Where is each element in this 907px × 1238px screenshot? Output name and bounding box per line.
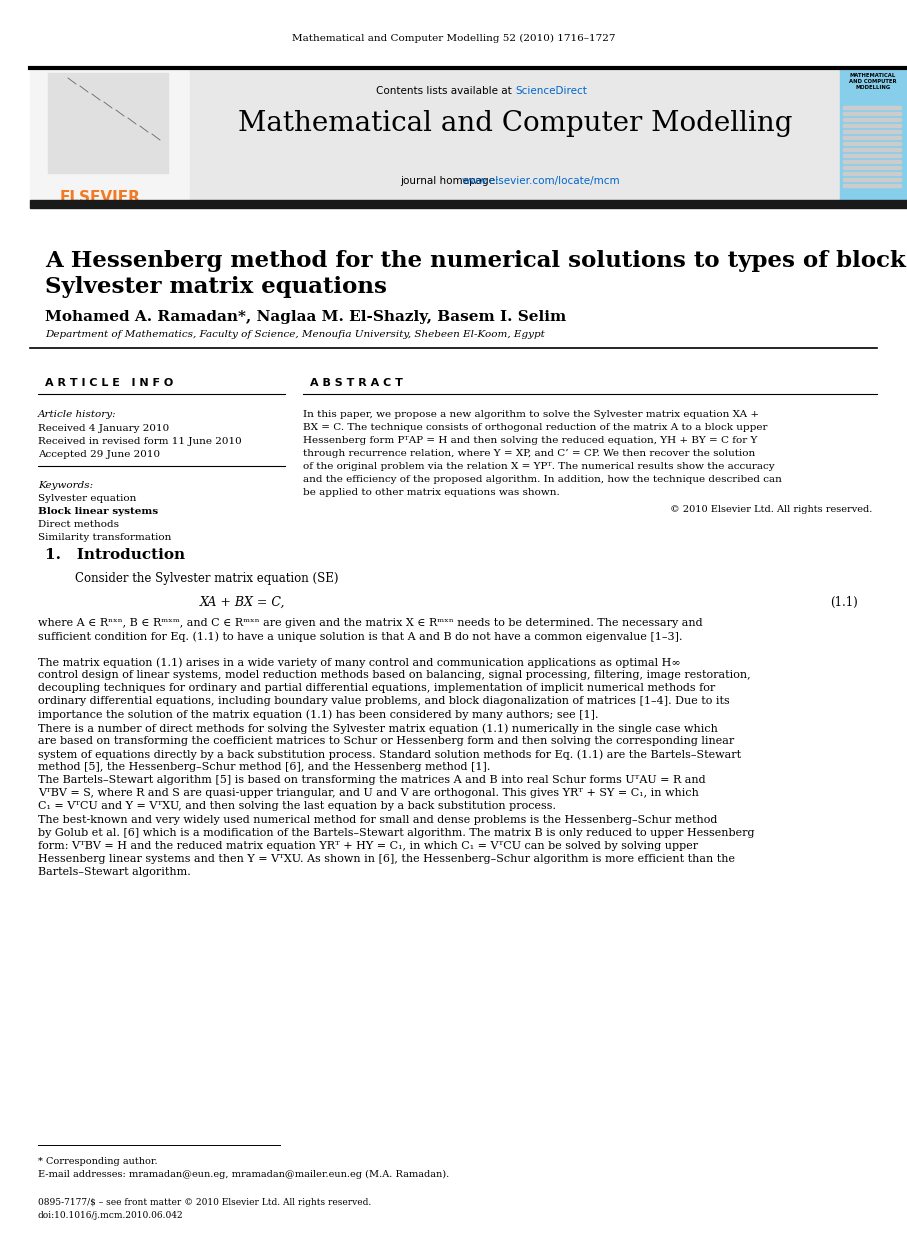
Text: by Golub et al. [6] which is a modification of the Bartels–Stewart algorithm. Th: by Golub et al. [6] which is a modificat… — [38, 828, 755, 838]
Text: Sylvester equation: Sylvester equation — [38, 494, 136, 503]
Text: Block linear systems: Block linear systems — [38, 508, 158, 516]
Text: C₁ = VᵀCU and Y = VᵀXU, and then solving the last equation by a back substitutio: C₁ = VᵀCU and Y = VᵀXU, and then solving… — [38, 801, 556, 811]
Text: MATHEMATICAL
AND COMPUTER
MODELLING: MATHEMATICAL AND COMPUTER MODELLING — [849, 73, 897, 89]
Bar — [30, 201, 907, 208]
Text: © 2010 Elsevier Ltd. All rights reserved.: © 2010 Elsevier Ltd. All rights reserved… — [669, 505, 872, 514]
Bar — [843, 124, 901, 128]
Bar — [843, 166, 901, 170]
Text: system of equations directly by a back substitution process. Standard solution m: system of equations directly by a back s… — [38, 749, 741, 760]
Text: ScienceDirect: ScienceDirect — [515, 85, 587, 97]
Text: Article history:: Article history: — [38, 410, 117, 418]
Text: Sylvester matrix equations: Sylvester matrix equations — [45, 276, 387, 298]
Bar — [843, 184, 901, 187]
Text: form: VᵀBV = H and the reduced matrix equation YRᵀ + HY = C₁, in which C₁ = VᵀCU: form: VᵀBV = H and the reduced matrix eq… — [38, 841, 698, 851]
Bar — [843, 136, 901, 139]
Text: A Hessenberg method for the numerical solutions to types of block: A Hessenberg method for the numerical so… — [45, 250, 906, 272]
Text: of the original problem via the relation X = YPᵀ. The numerical results show the: of the original problem via the relation… — [303, 462, 775, 470]
Text: Hessenberg linear systems and then Y = VᵀXU. As shown in [6], the Hessenberg–Sch: Hessenberg linear systems and then Y = V… — [38, 854, 735, 864]
Text: BX = C. The technique consists of orthogonal reduction of the matrix A to a bloc: BX = C. The technique consists of orthog… — [303, 423, 767, 432]
Text: through recurrence relation, where Y = XP, and C’ = CP. We then recover the solu: through recurrence relation, where Y = X… — [303, 449, 756, 458]
Text: method [5], the Hessenberg–Schur method [6], and the Hessenberg method [1].: method [5], the Hessenberg–Schur method … — [38, 763, 491, 773]
Text: 0895-7177/$ – see front matter © 2010 Elsevier Ltd. All rights reserved.: 0895-7177/$ – see front matter © 2010 El… — [38, 1198, 371, 1207]
Text: Mathematical and Computer Modelling 52 (2010) 1716–1727: Mathematical and Computer Modelling 52 (… — [292, 33, 615, 42]
Text: where A ∈ Rⁿˣⁿ, B ∈ Rᵐˣᵐ, and C ∈ Rᵐˣⁿ are given and the matrix X ∈ Rᵐˣⁿ needs t: where A ∈ Rⁿˣⁿ, B ∈ Rᵐˣᵐ, and C ∈ Rᵐˣⁿ a… — [38, 618, 703, 628]
Text: * Corresponding author.: * Corresponding author. — [38, 1158, 158, 1166]
Bar — [190, 68, 840, 201]
Text: Consider the Sylvester matrix equation (SE): Consider the Sylvester matrix equation (… — [75, 572, 338, 586]
Text: Received in revised form 11 June 2010: Received in revised form 11 June 2010 — [38, 437, 242, 446]
Text: Accepted 29 June 2010: Accepted 29 June 2010 — [38, 449, 161, 459]
Text: The Bartels–Stewart algorithm [5] is based on transforming the matrices A and B : The Bartels–Stewart algorithm [5] is bas… — [38, 775, 706, 785]
Text: Keywords:: Keywords: — [38, 482, 93, 490]
Text: be applied to other matrix equations was shown.: be applied to other matrix equations was… — [303, 488, 560, 496]
Text: Direct methods: Direct methods — [38, 520, 119, 529]
Text: The matrix equation (1.1) arises in a wide variety of many control and communica: The matrix equation (1.1) arises in a wi… — [38, 657, 680, 667]
Bar — [843, 160, 901, 163]
Text: Mathematical and Computer Modelling: Mathematical and Computer Modelling — [238, 110, 792, 137]
Bar — [843, 154, 901, 157]
Text: (1.1): (1.1) — [830, 595, 858, 609]
Text: A B S T R A C T: A B S T R A C T — [310, 378, 403, 387]
Text: sufficient condition for Eq. (1.1) to have a unique solution is that A and B do : sufficient condition for Eq. (1.1) to ha… — [38, 631, 682, 641]
Bar — [843, 111, 901, 115]
Bar — [843, 106, 901, 109]
Bar — [843, 142, 901, 145]
Text: and the efficiency of the proposed algorithm. In addition, how the technique des: and the efficiency of the proposed algor… — [303, 475, 782, 484]
Bar — [48, 73, 168, 173]
Text: ELSEVIER: ELSEVIER — [60, 189, 141, 206]
Text: journal homepage:: journal homepage: — [400, 176, 502, 186]
Text: Mohamed A. Ramadan*, Naglaa M. El-Shazly, Basem I. Selim: Mohamed A. Ramadan*, Naglaa M. El-Shazly… — [45, 310, 566, 324]
Text: VᵀBV = S, where R and S are quasi-upper triangular, and U and V are orthogonal. : VᵀBV = S, where R and S are quasi-upper … — [38, 789, 699, 799]
Bar — [843, 149, 901, 151]
Text: Hessenberg form PᵀAP = H and then solving the reduced equation, YH + BY = C for : Hessenberg form PᵀAP = H and then solvin… — [303, 436, 757, 444]
Bar — [30, 68, 190, 201]
Text: E-mail addresses: mramadan@eun.eg, mramadan@mailer.eun.eg (M.A. Ramadan).: E-mail addresses: mramadan@eun.eg, mrama… — [38, 1170, 449, 1179]
Text: importance the solution of the matrix equation (1.1) has been considered by many: importance the solution of the matrix eq… — [38, 709, 599, 719]
Bar — [843, 118, 901, 121]
Text: control design of linear systems, model reduction methods based on balancing, si: control design of linear systems, model … — [38, 670, 751, 680]
Text: Similarity transformation: Similarity transformation — [38, 534, 171, 542]
Bar — [843, 172, 901, 175]
Text: Received 4 January 2010: Received 4 January 2010 — [38, 423, 170, 433]
Text: A R T I C L E   I N F O: A R T I C L E I N F O — [45, 378, 173, 387]
Text: There is a number of direct methods for solving the Sylvester matrix equation (1: There is a number of direct methods for … — [38, 723, 717, 734]
Bar — [843, 178, 901, 181]
Text: ordinary differential equations, including boundary value problems, and block di: ordinary differential equations, includi… — [38, 696, 730, 706]
Bar — [840, 68, 907, 201]
Text: The best-known and very widely used numerical method for small and dense problem: The best-known and very widely used nume… — [38, 815, 717, 825]
Text: In this paper, we propose a new algorithm to solve the Sylvester matrix equation: In this paper, we propose a new algorith… — [303, 410, 759, 418]
Text: XA + BX = C,: XA + BX = C, — [200, 595, 286, 609]
Text: Department of Mathematics, Faculty of Science, Menoufia University, Shebeen El-K: Department of Mathematics, Faculty of Sc… — [45, 331, 545, 339]
Text: 1.   Introduction: 1. Introduction — [45, 548, 185, 562]
Text: Bartels–Stewart algorithm.: Bartels–Stewart algorithm. — [38, 867, 190, 877]
Bar — [843, 130, 901, 132]
Text: are based on transforming the coefficient matrices to Schur or Hessenberg form a: are based on transforming the coefficien… — [38, 737, 735, 747]
Text: Contents lists available at: Contents lists available at — [376, 85, 515, 97]
Text: www.elsevier.com/locate/mcm: www.elsevier.com/locate/mcm — [462, 176, 620, 186]
Text: doi:10.1016/j.mcm.2010.06.042: doi:10.1016/j.mcm.2010.06.042 — [38, 1211, 183, 1219]
Text: decoupling techniques for ordinary and partial differential equations, implement: decoupling techniques for ordinary and p… — [38, 683, 716, 693]
